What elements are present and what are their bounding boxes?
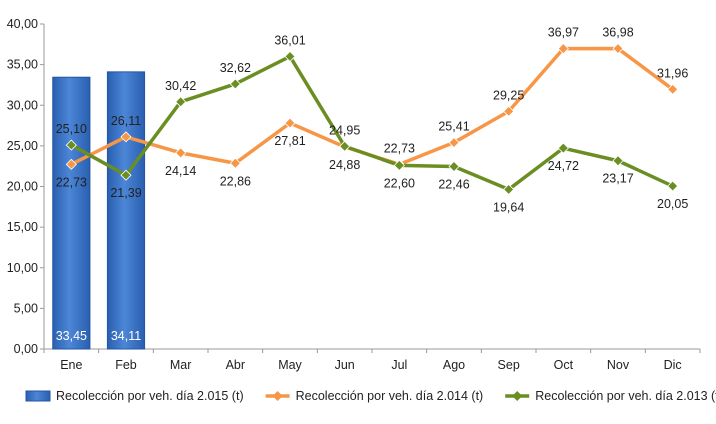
line-data-label: 21,39 xyxy=(110,186,141,200)
y-tick-label: 0,00 xyxy=(14,342,38,356)
line-data-label: 22,73 xyxy=(384,141,415,155)
line-data-label: 22,86 xyxy=(220,174,251,188)
series-point xyxy=(229,78,241,90)
x-tick-label: Jun xyxy=(335,358,355,372)
x-tick-label: Abr xyxy=(226,358,245,372)
line-data-label: 25,10 xyxy=(56,122,87,136)
line-data-label: 36,98 xyxy=(602,26,633,40)
axes: 0,00 5,00 10,00 15,00 20,00 25,00 30,00 35,00 40… xyxy=(7,17,701,372)
legend-label: Recolección por veh. día 2.014 (t) xyxy=(296,389,484,403)
x-tick-label: Jul xyxy=(391,358,407,372)
y-tick-label: 15,00 xyxy=(7,220,38,234)
legend-swatch-bar xyxy=(25,390,51,402)
line-data-label: 36,97 xyxy=(548,26,579,40)
series-point xyxy=(393,159,405,171)
bar-data-label: 34,11 xyxy=(111,329,141,343)
line-data-label: 22,73 xyxy=(56,175,87,189)
series-point xyxy=(65,139,77,151)
line-data-label: 20,05 xyxy=(657,197,688,211)
line-data-label: 22,46 xyxy=(438,178,469,192)
line-data-label: 24,14 xyxy=(165,164,196,178)
bar xyxy=(106,71,146,350)
series-point xyxy=(120,131,132,143)
series-point xyxy=(175,147,187,159)
series-point xyxy=(448,136,460,149)
y-tick-label: 35,00 xyxy=(7,58,38,72)
line-data-label: 31,96 xyxy=(657,66,688,80)
line-series xyxy=(65,42,679,195)
line-data-label: 24,95 xyxy=(329,123,360,137)
data-labels: 33,45 34,11 22,73 25,10 26,11 21,39 24,14 30,42… xyxy=(56,26,689,343)
series-point xyxy=(284,117,296,129)
legend-label: Recolección por veh. día 2.015 (t) xyxy=(56,389,244,403)
series-point xyxy=(448,160,460,173)
x-tick-label: Sep xyxy=(498,358,520,372)
y-tick-label: 30,00 xyxy=(7,98,38,112)
y-tick-label: 5,00 xyxy=(14,301,38,315)
series-line xyxy=(70,46,674,167)
x-tick-label: Nov xyxy=(607,358,630,372)
line-data-label: 29,25 xyxy=(493,88,524,102)
series-point xyxy=(175,96,187,108)
legend-swatch-marker xyxy=(512,391,523,401)
line-data-label: 19,64 xyxy=(493,200,524,214)
bar-data-label: 33,45 xyxy=(56,329,87,343)
series-point xyxy=(557,43,569,55)
line-data-label: 23,17 xyxy=(602,172,633,186)
legend-swatch-marker xyxy=(272,391,283,401)
x-tick-label: Oct xyxy=(554,358,574,372)
y-tick-label: 20,00 xyxy=(7,180,38,194)
series-point xyxy=(229,157,241,169)
legend-label: Recolección por veh. día 2.013 (t) xyxy=(535,389,716,403)
line-data-label: 22,60 xyxy=(384,176,415,190)
x-tick-label: Ene xyxy=(60,358,82,372)
series-point xyxy=(612,155,624,167)
series-point xyxy=(339,140,351,152)
x-tick-label: May xyxy=(278,358,302,372)
series-point xyxy=(557,142,569,154)
line-data-label: 24,88 xyxy=(329,158,360,172)
line-data-label: 26,11 xyxy=(111,114,141,128)
line-data-label: 32,62 xyxy=(220,61,251,75)
x-tick-label: Mar xyxy=(170,358,192,372)
series-line xyxy=(70,54,674,192)
series-point xyxy=(284,50,296,62)
series-point xyxy=(65,158,77,170)
series-point xyxy=(667,180,679,192)
line-data-label: 27,81 xyxy=(274,134,305,148)
line-data-label: 24,72 xyxy=(548,159,579,173)
line-data-label: 25,41 xyxy=(438,120,469,134)
line-data-label: 30,42 xyxy=(165,79,196,93)
bar xyxy=(52,76,91,350)
bar-series-2015 xyxy=(52,71,146,350)
series-point xyxy=(120,169,132,181)
x-tick-label: Ago xyxy=(443,358,465,372)
x-tick-label: Dic xyxy=(664,358,682,372)
line-data-label: 36,01 xyxy=(274,33,305,47)
y-tick-label: 25,00 xyxy=(7,139,38,153)
x-tick-label: Feb xyxy=(115,358,137,372)
series-point xyxy=(612,42,624,55)
y-tick-label: 10,00 xyxy=(7,261,38,275)
series-point xyxy=(667,83,679,95)
series-point xyxy=(503,183,515,195)
series-point xyxy=(503,105,515,117)
y-tick-label: 40,00 xyxy=(7,17,38,31)
legend: Recolección por veh. día 2.015 (t) Recole… xyxy=(25,389,716,403)
